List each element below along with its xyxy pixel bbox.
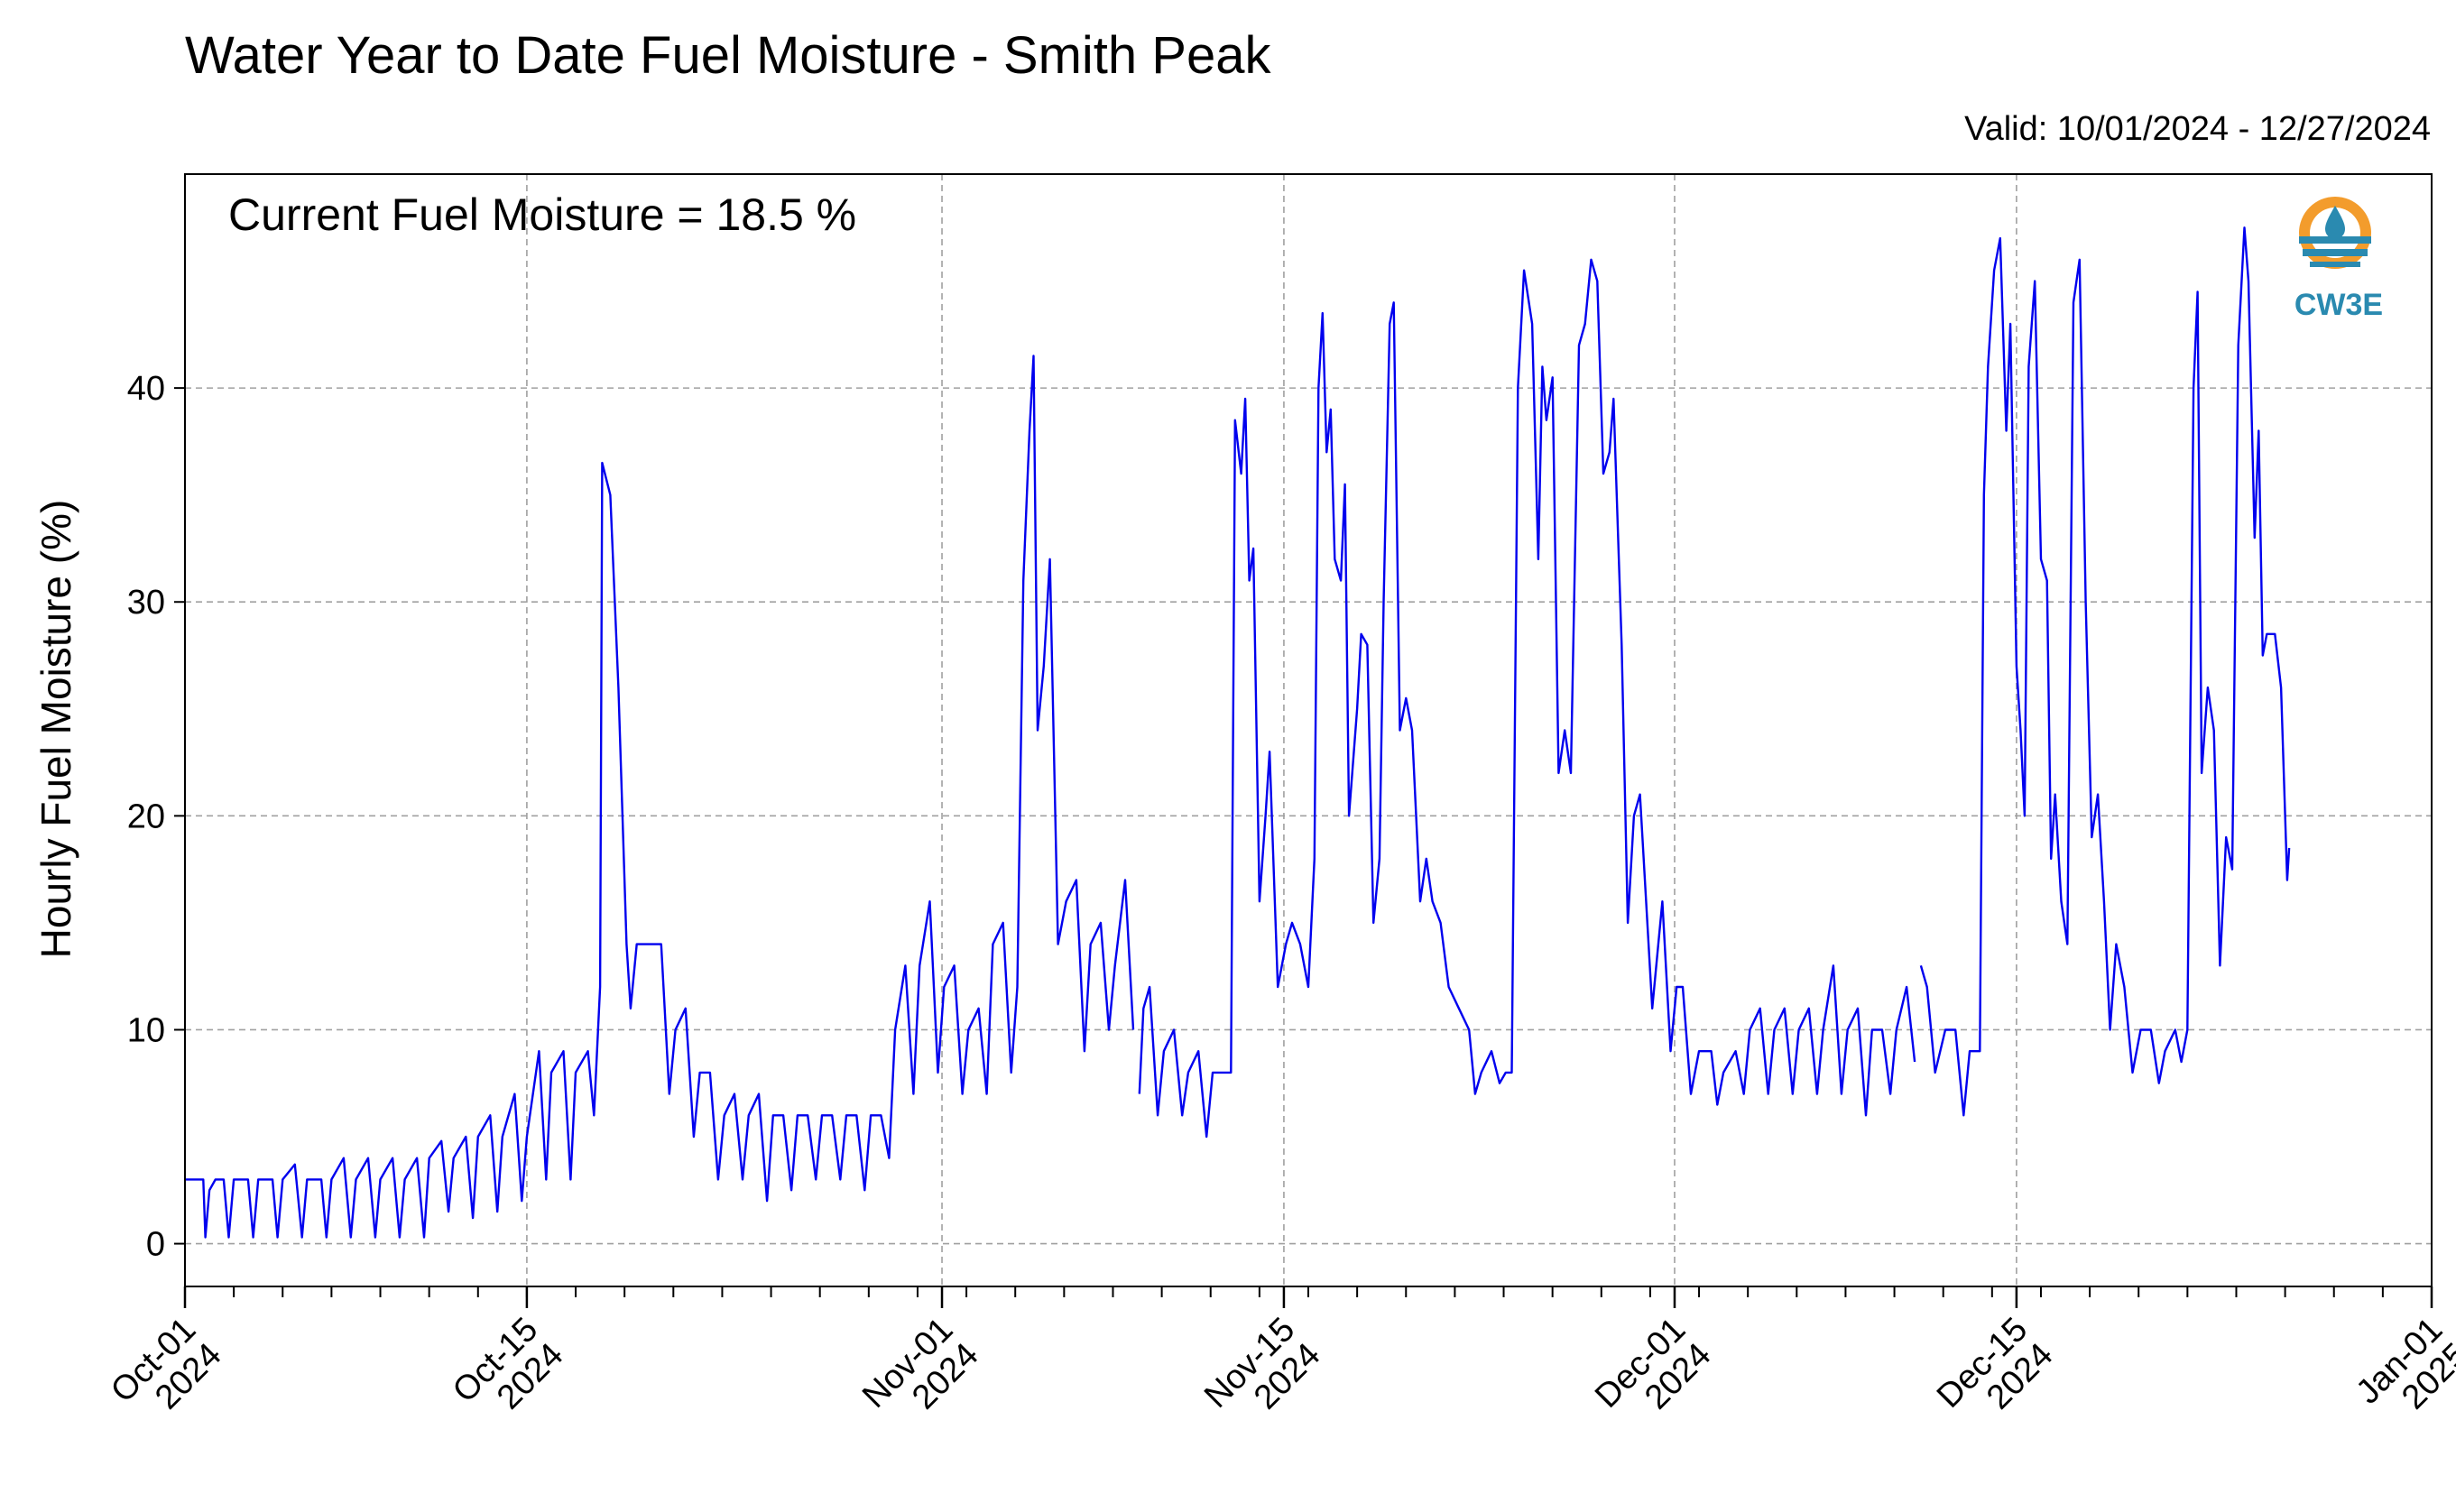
- series-line-segment: [1919, 226, 2291, 1117]
- y-tick-label: 30: [127, 584, 165, 622]
- x-tick-label: Dec-012024: [1588, 1311, 1719, 1442]
- x-tick-label: Jan-012025: [2349, 1311, 2456, 1437]
- y-tick-label: 20: [127, 797, 165, 835]
- grid-layer: [185, 174, 2432, 1286]
- series-line-segment: [185, 355, 1135, 1239]
- x-tick-label: Nov-012024: [855, 1311, 986, 1442]
- logo-text: CW3E: [2294, 288, 2383, 322]
- chart-title: Water Year to Date Fuel Moisture - Smith…: [185, 26, 1271, 85]
- x-tick-label: Oct-012024: [104, 1311, 229, 1436]
- tick-layer: [174, 387, 2433, 1308]
- y-tick-label: 0: [146, 1226, 165, 1264]
- logo-drop-icon: [2325, 206, 2345, 239]
- logo-wave-icon: [2310, 262, 2360, 267]
- cw3e-logo: CW3E: [2294, 197, 2383, 322]
- valid-date-range: Valid: 10/01/2024 - 12/27/2024: [1964, 110, 2431, 148]
- x-tick-labels: Oct-012024 Oct-152024 Nov-012024 Nov-152024…: [104, 1311, 2456, 1442]
- x-tick-label: Dec-152024: [1930, 1311, 2061, 1442]
- plot-frame: [184, 173, 2433, 1287]
- current-fuel-moisture-annotation: Current Fuel Moisture = 18.5 %: [228, 189, 856, 240]
- y-tick-label: 40: [127, 370, 165, 408]
- x-tick-label: Oct-152024: [446, 1311, 571, 1436]
- logo-wave-icon: [2303, 249, 2368, 256]
- series-line-segment: [1138, 258, 1916, 1139]
- y-tick-label: 10: [127, 1011, 165, 1049]
- y-axis-label: Hourly Fuel Moisture (%): [32, 500, 79, 959]
- y-tick-labels: 0 10 20 30 40: [127, 370, 165, 1263]
- logo-wave-icon: [2299, 236, 2371, 244]
- x-tick-label: Nov-152024: [1197, 1311, 1328, 1442]
- series-layer: [185, 226, 2291, 1239]
